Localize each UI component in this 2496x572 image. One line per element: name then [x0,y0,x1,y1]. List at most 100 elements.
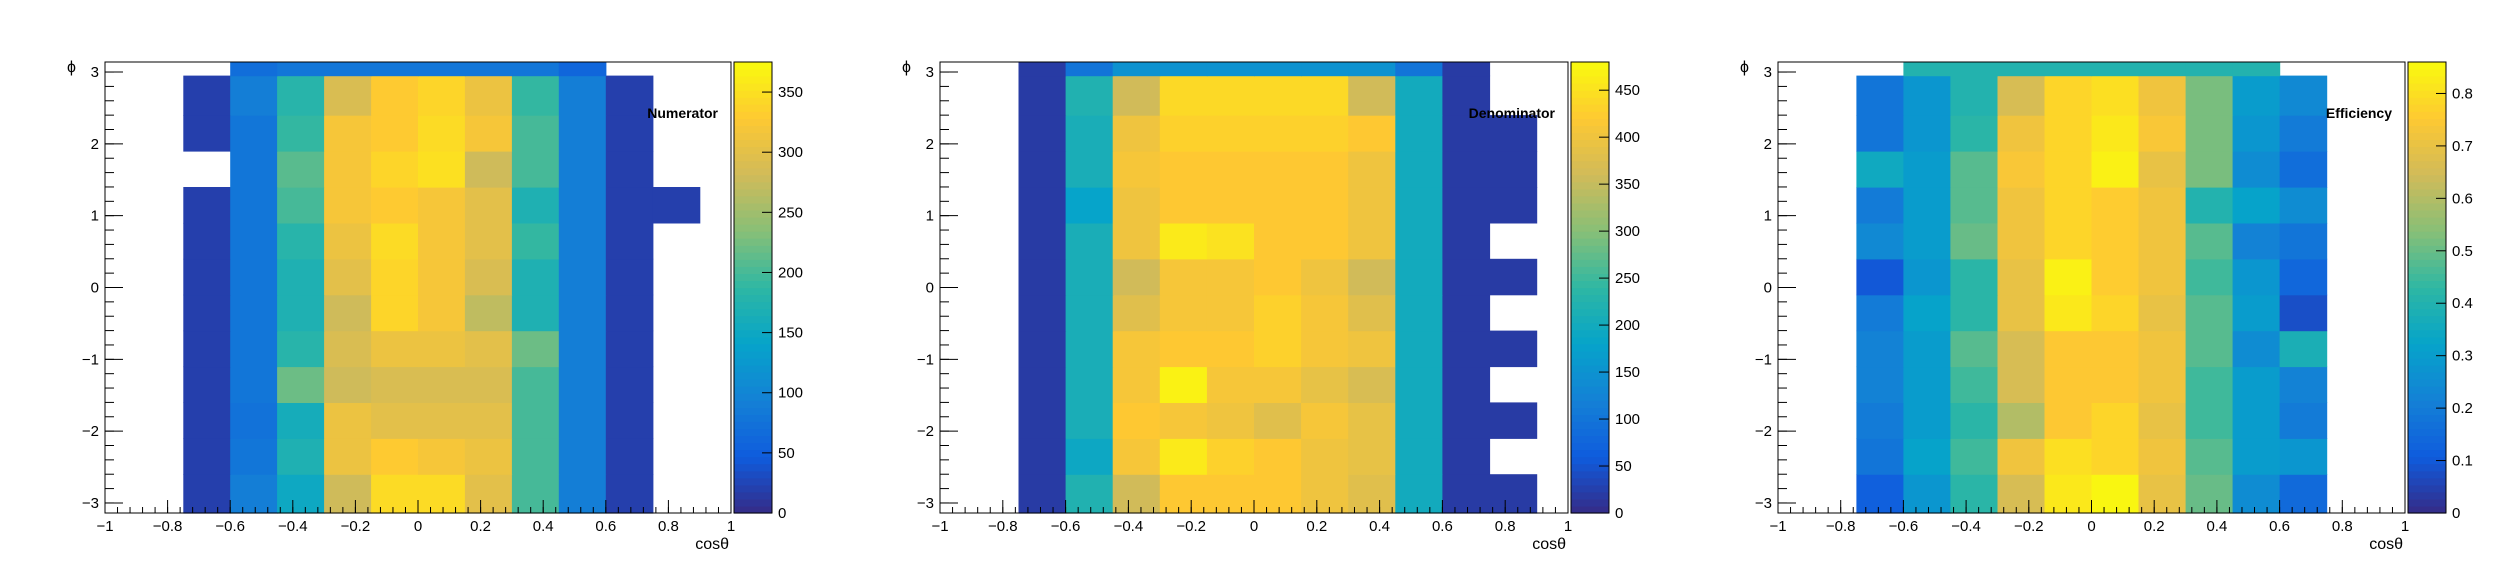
heatmap-cell [1395,222,1443,260]
colorbar-segment [1571,407,1609,415]
heatmap-panel-1: −1 −0.8 −0.6 −0.4 −0.2 0 0.2 0.4 0.6 0.8 1 −3 −2 −1 0 1… [67,59,803,553]
colorbar-tick-label: 0.1 [2452,453,2473,470]
colorbar-segment [2408,386,2446,394]
y-tick-label: 1 [1764,208,1772,225]
heatmap-cell [1112,258,1161,296]
colorbar-segment [734,97,772,105]
x-tick-label: −0.2 [1176,518,1206,535]
colorbar-segment [734,146,772,155]
heatmap-cell [2091,222,2140,260]
heatmap-cell [277,438,325,475]
colorbar-segment [734,210,772,218]
colorbar-tick-label: 0.5 [2452,243,2473,260]
heatmap-cell [1301,222,1349,260]
colorbar-segment [1571,195,1609,204]
heatmap-cell [1206,330,1255,368]
colorbar-segment [2408,400,2446,408]
heatmap-cell [183,187,231,224]
colorbar-segment [734,118,772,126]
heatmap-cell [2232,366,2281,403]
x-tick-label: −0.4 [1951,518,1981,535]
colorbar-segment [734,181,772,190]
heatmap-cell [1997,115,2046,152]
heatmap-cell [277,151,325,188]
heatmap-cell [1997,402,2046,439]
heatmap-cell [1159,366,1208,403]
heatmap-cell [183,330,231,368]
y-tick-label: −2 [917,423,934,440]
heatmap-cell [511,115,560,152]
heatmap-cell [418,366,466,403]
colorbar-segment [734,463,772,472]
y-tick-label: 1 [926,208,934,225]
heatmap-cell [1254,294,1302,332]
heatmap-cell [2232,438,2281,475]
heatmap-cell [2138,330,2187,368]
heatmap-cell [605,402,654,439]
heatmap-cell [1489,402,1538,439]
colorbar-tick-label: 250 [778,204,803,221]
colorbar-segment [734,259,772,267]
heatmap-cell [1254,366,1302,403]
colorbar-segment [734,217,772,225]
colorbar-segment [734,167,772,176]
histogram-title: Numerator [647,105,718,121]
heatmap-cell [2044,115,2093,152]
heatmap-cell [1065,330,1114,368]
colorbar-segment [734,477,772,486]
colorbar-segment [2408,153,2446,162]
colorbar-segment [734,350,772,359]
heatmap-cell [558,330,607,368]
heatmap-cell [277,258,325,296]
heatmap-cell [1254,151,1302,188]
x-tick-label: −0.2 [2014,518,2044,535]
colorbar-segment [2408,146,2446,155]
heatmap-cell [1903,366,1951,403]
heatmap-cell [1489,258,1538,296]
heatmap-cell [2279,115,2328,152]
heatmap-cell [418,187,466,224]
y-tick-label: −1 [1755,351,1772,368]
heatmap-cell [1065,258,1114,296]
heatmap-cell [230,474,278,514]
heatmap-cell [1997,151,2046,188]
colorbar-tick-label: 350 [1615,176,1640,193]
heatmap-cell [1348,222,1396,260]
heatmap-cell [2185,294,2234,332]
colorbar-segment [1571,477,1609,486]
heatmap-cell [183,222,231,260]
heatmap-cell [2138,402,2187,439]
colorbar-tick-label: 150 [1615,364,1640,381]
heatmap-cell [2185,151,2234,188]
heatmap-cell [183,115,231,152]
colorbar-segment [734,498,772,507]
colorbar-tick-label: 0 [2452,505,2460,522]
heatmap-cell [1489,474,1538,514]
colorbar-tick-label: 50 [778,445,795,462]
heatmap-cell [1950,62,1998,77]
heatmap-cell [1301,258,1349,296]
colorbar-segment [2408,160,2446,169]
heatmap-cell [1997,330,2046,368]
y-tick-label: 0 [91,280,99,297]
heatmap-cell [418,438,466,475]
heatmap-cell [1254,438,1302,475]
heatmap-cell [2185,330,2234,368]
colorbar-segment [1571,350,1609,359]
colorbar-segment [1571,252,1609,260]
colorbar-segment [734,386,772,394]
heatmap-cell [1442,366,1491,403]
heatmap-cell [1442,115,1491,152]
heatmap-cell [1950,75,1998,116]
heatmap-cell [1018,75,1067,116]
heatmap-cell [1018,115,1067,152]
heatmap-cell [418,474,466,514]
heatmap-cell [371,187,419,224]
heatmap-cell [1997,366,2046,403]
heatmap-cell [371,402,419,439]
x-tick-label: −1 [931,518,948,535]
heatmap-cell [1997,222,2046,260]
colorbar-segment [1571,139,1609,148]
heatmap-cell [1950,258,1998,296]
colorbar-segment [734,174,772,183]
